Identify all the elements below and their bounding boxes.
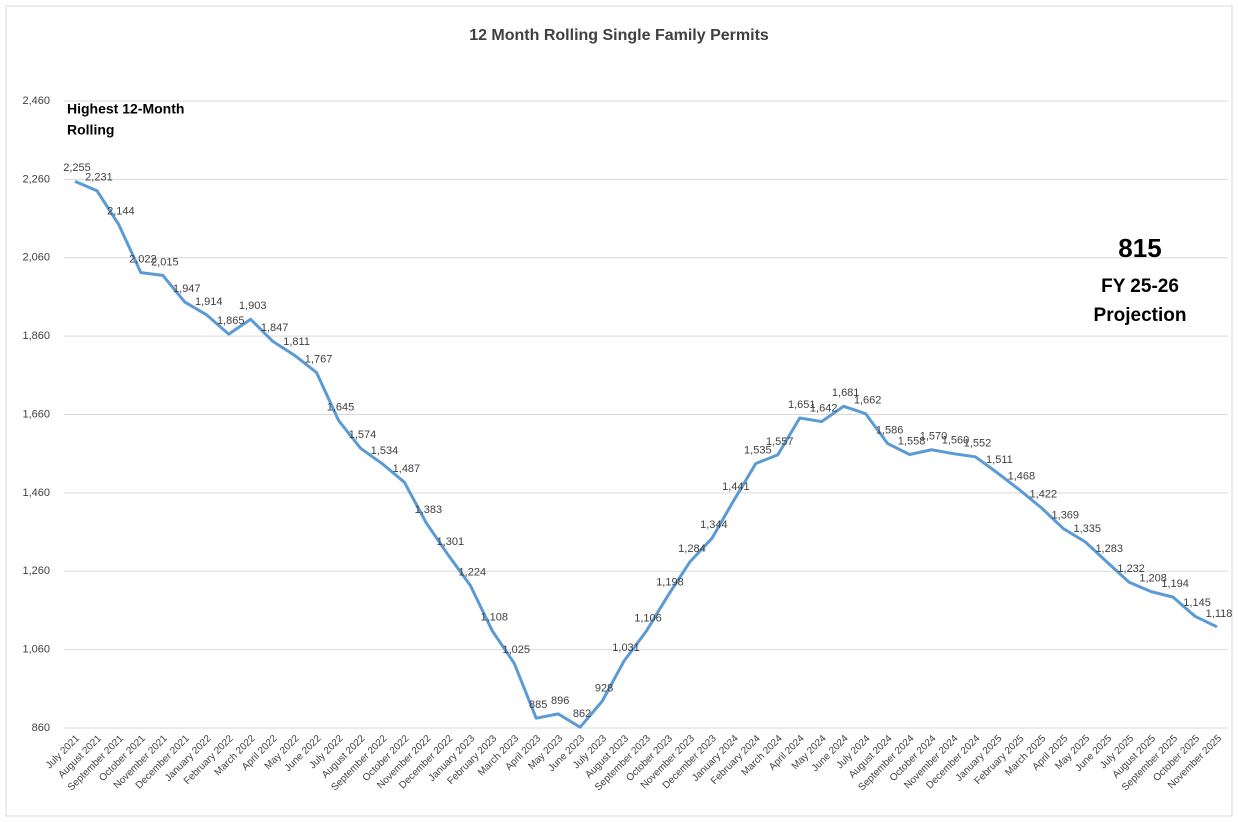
data-label: 1,383 <box>415 504 443 516</box>
data-label: 1,914 <box>195 296 223 308</box>
data-label: 1,208 <box>1139 573 1167 585</box>
annotation: Projection <box>1094 305 1187 326</box>
data-label: 1,574 <box>349 429 377 441</box>
data-label: 1,642 <box>810 402 838 414</box>
data-label: 1,422 <box>1030 489 1058 501</box>
data-label: 1,903 <box>239 300 267 312</box>
data-label: 1,947 <box>173 283 201 295</box>
chart-frame <box>5 5 1233 817</box>
data-label: 1,586 <box>876 424 904 436</box>
data-label: 2,015 <box>151 256 179 268</box>
data-label: 1,145 <box>1183 597 1211 609</box>
data-label: 1,194 <box>1161 578 1189 590</box>
annotation: Rolling <box>67 122 114 138</box>
data-label: 1,301 <box>437 536 465 548</box>
data-label: 1,118 <box>1206 608 1233 620</box>
data-label: 1,198 <box>656 576 684 588</box>
chart-title: 12 Month Rolling Single Family Permits <box>469 27 769 44</box>
data-label: 2,144 <box>107 206 135 218</box>
data-label: 1,534 <box>371 445 399 457</box>
annotation: Highest 12-Month <box>67 101 184 117</box>
data-label: 1,283 <box>1095 543 1123 555</box>
y-tick-label: 1,260 <box>22 565 50 577</box>
data-label: 2,255 <box>63 162 91 174</box>
data-label: 1,344 <box>700 519 728 531</box>
data-label: 1,468 <box>1008 471 1036 483</box>
y-tick-label: 860 <box>32 722 50 734</box>
y-tick-label: 1,460 <box>22 487 50 499</box>
data-label: 1,560 <box>942 435 970 447</box>
y-tick-label: 2,060 <box>22 252 50 264</box>
data-label: 1,031 <box>612 642 640 654</box>
y-tick-label: 1,860 <box>22 330 50 342</box>
data-label: 2,022 <box>129 254 157 266</box>
data-label: 1,106 <box>634 613 662 625</box>
line <box>74 179 1218 729</box>
annotation: 815 <box>1118 233 1161 263</box>
data-label: 1,441 <box>722 481 750 493</box>
data-label: 1,284 <box>678 543 706 555</box>
data-label: 1,369 <box>1052 509 1080 521</box>
data-label: 1,557 <box>766 436 794 448</box>
data-label: 1,651 <box>788 399 816 411</box>
data-label: 1,552 <box>964 438 992 450</box>
data-label: 896 <box>551 695 569 707</box>
data-label: 1,108 <box>480 612 508 624</box>
y-tick-label: 2,260 <box>22 173 50 185</box>
data-label: 1,232 <box>1117 563 1145 575</box>
data-label: 1,645 <box>327 401 355 413</box>
data-label: 1,767 <box>305 353 333 365</box>
data-label: 928 <box>595 682 613 694</box>
data-label: 1,681 <box>832 387 860 399</box>
data-label: 1,811 <box>283 336 310 348</box>
data-label: 1,025 <box>502 644 530 656</box>
data-label: 862 <box>573 708 591 720</box>
y-tick-label: 1,060 <box>22 644 50 656</box>
data-label: 1,535 <box>744 444 772 456</box>
y-tick-label: 2,460 <box>22 95 50 107</box>
data-label: 1,487 <box>393 463 421 475</box>
data-label: 1,865 <box>217 315 245 327</box>
data-label: 1,847 <box>261 322 289 334</box>
data-label: 885 <box>529 699 547 711</box>
annotation: FY 25-26 <box>1101 276 1179 297</box>
data-label: 1,570 <box>920 431 948 443</box>
data-label: 2,231 <box>85 172 113 184</box>
data-label: 1,662 <box>854 395 882 407</box>
data-label: 1,511 <box>986 454 1013 466</box>
data-label: 1,335 <box>1073 523 1101 535</box>
data-label: 1,558 <box>898 435 926 447</box>
data-label: 1,224 <box>459 566 487 578</box>
y-tick-label: 1,660 <box>22 408 50 420</box>
